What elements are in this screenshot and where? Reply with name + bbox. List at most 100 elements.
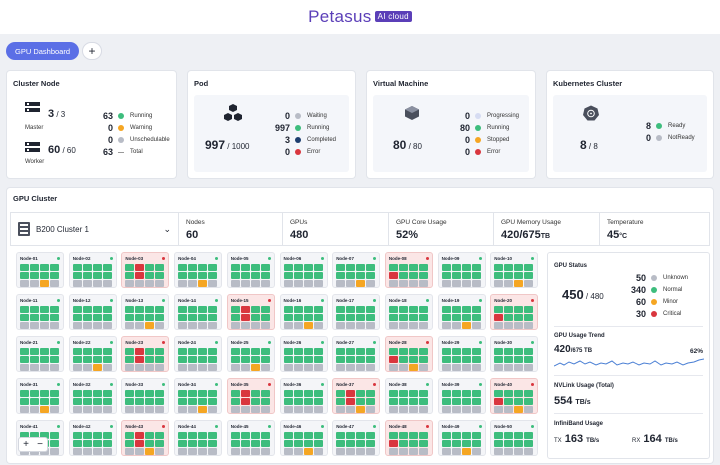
gpu-node-tile[interactable]: Node-50 [490,420,539,456]
gpu-node-tile[interactable]: Node-09 [437,252,486,288]
gpu-cell [461,306,471,313]
gpu-cell [102,448,112,455]
gpu-cell [494,348,504,355]
gpu-node-tile[interactable]: Node-45 [226,420,275,456]
gpu-node-tile[interactable]: Node-47 [332,420,381,456]
gpu-node-tile[interactable]: Node-26 [279,336,328,372]
k8s-card: Kubernetes Cluster 8 / 8 8 Ready 0 NotRead… [547,71,713,178]
gpu-node-tile[interactable]: Node-14 [174,294,223,330]
legend-running: 80 Running [459,123,510,133]
legend-waiting: 0 Waiting [284,111,327,121]
gpu-cell [388,448,398,455]
zoom-in-button[interactable]: + [23,439,29,450]
gpu-node-tile[interactable]: Node-24 [174,336,223,372]
gpu-node-tile[interactable]: Node-03 [121,252,170,288]
gpu-node-tile[interactable]: Node-43 [121,420,170,456]
gpu-cell [303,448,313,455]
gpu-node-tile[interactable]: Node-08 [384,252,433,288]
gpu-node-tile[interactable]: Node-42 [68,420,117,456]
gpu-node-tile[interactable]: Node-31 [16,378,64,414]
gpu-node-tile[interactable]: Node-36 [279,378,328,414]
gpu-cell [293,280,303,287]
gpu-node-tile[interactable]: Node-39 [437,378,486,414]
gpu-cell [388,356,398,363]
gpu-node-tile[interactable]: Node-22 [68,336,117,372]
node-name: Node-49 [441,424,460,429]
gpu-cell [240,406,250,413]
gpu-cell [451,432,461,439]
gpu-cell [240,280,250,287]
gpu-cell [283,448,293,455]
gpu-node-tile[interactable]: Node-49 [437,420,486,456]
node-name: Node-20 [494,298,513,303]
gpu-node-tile[interactable]: Node-48 [384,420,433,456]
gpu-cell [40,390,49,397]
gpu-node-tile[interactable]: Node-16 [279,294,328,330]
gpu-node-tile[interactable]: Node-46 [279,420,328,456]
gpu-cell [336,398,346,405]
tab-gpu-dashboard[interactable]: GPU Dashboard [6,42,80,60]
gpu-cell [40,264,49,271]
gpu-node-tile[interactable]: Node-19 [437,294,486,330]
gpu-cell [366,406,376,413]
gpu-cell [336,406,346,413]
gpu-node-tile[interactable]: Node-30 [490,336,539,372]
gpu-node-tile[interactable]: Node-40 [490,378,539,414]
gpu-node-tile[interactable]: Node-06 [279,252,328,288]
gpu-cell [514,440,524,447]
add-tab-button[interactable]: + [82,42,103,60]
gpu-node-tile[interactable]: Node-25 [226,336,275,372]
gpu-node-tile[interactable]: Node-15 [226,294,275,330]
gpu-cell [336,264,346,271]
gpu-cell [50,314,59,321]
node-name: Node-02 [72,256,91,261]
gpu-cell [441,280,451,287]
gpu-cell [388,364,398,371]
gpu-node-tile[interactable]: Node-02 [68,252,117,288]
gpu-node-tile[interactable]: Node-38 [384,378,433,414]
gpu-node-tile[interactable]: Node-21 [16,336,64,372]
zoom-out-button[interactable]: − [37,439,43,450]
gpu-cell [188,448,198,455]
gpu-node-tile[interactable]: Node-37 [332,378,381,414]
gpu-node-tile[interactable]: Node-10 [490,252,539,288]
gpu-node-tile[interactable]: Node-07 [332,252,381,288]
gpu-node-tile[interactable]: Node-32 [68,378,117,414]
gpu-node-tile[interactable]: Node-23 [121,336,170,372]
gpu-node-tile[interactable]: Node-20 [490,294,539,330]
gpu-cell [514,356,524,363]
gpu-node-tile[interactable]: Node-33 [121,378,170,414]
gpu-cell [260,440,270,447]
gpu-node-tile[interactable]: Node-27 [332,336,381,372]
gpu-cell [293,264,303,271]
gpu-node-tile[interactable]: Node-28 [384,336,433,372]
gpu-cell [366,264,376,271]
gpu-cell [524,348,534,355]
gpu-cell [178,390,188,397]
node-name: Node-24 [178,340,196,345]
gpu-node-tile[interactable]: Node-18 [384,294,433,330]
gpu-cell [208,448,218,455]
gpu-cell [188,306,198,313]
gpu-node-tile[interactable]: Node-29 [437,336,486,372]
cluster-select[interactable]: B200 Cluster 1 ⌄ [11,213,179,245]
gpu-cell [250,322,260,329]
gpu-node-tile[interactable]: Node-35 [226,378,275,414]
node-name: Node-05 [230,256,249,261]
node-name: Node-18 [388,298,407,303]
gpu-node-tile[interactable]: Node-44 [174,420,223,456]
gpu-node-tile[interactable]: Node-11 [16,294,64,330]
gpu-node-tile[interactable]: Node-13 [121,294,170,330]
gpu-cell [471,322,481,329]
gpu-cell [441,440,451,447]
gpu-node-tile[interactable]: Node-04 [174,252,223,288]
gpu-cell [240,314,250,321]
gpu-node-tile[interactable]: Node-12 [68,294,117,330]
gpu-node-tile[interactable]: Node-01 [16,252,64,288]
gpu-cell [494,272,504,279]
gpu-node-tile[interactable]: Node-17 [332,294,381,330]
gpu-node-tile[interactable]: Node-34 [174,378,223,414]
gpu-cell [40,306,49,313]
gpu-node-tile[interactable]: Node-05 [226,252,275,288]
gpu-cell [283,306,293,313]
